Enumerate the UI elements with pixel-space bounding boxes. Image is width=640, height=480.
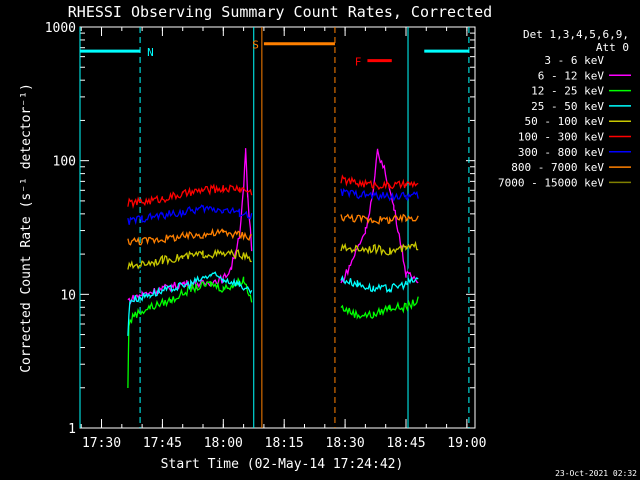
- flag-label-f: F: [355, 56, 362, 69]
- series-line-800-7000-kev: [340, 213, 419, 225]
- chart-title: RHESSI Observing Summary Count Rates, Co…: [68, 3, 492, 21]
- plot-border: [79, 26, 476, 429]
- series-line-300-800-kev: [340, 187, 419, 202]
- series-line-25-50-kev: [340, 274, 419, 294]
- flag-label-s: S: [252, 39, 259, 52]
- flag-bars: N S F: [80, 39, 469, 69]
- series-line-6-12-kev: [127, 148, 253, 305]
- legend-entry-label: 3 - 6 keV: [544, 54, 604, 67]
- y-axis-label: Corrected Count Rate (s⁻¹ detector⁻¹): [19, 83, 34, 373]
- plot-frame: [79, 26, 476, 429]
- series-line-300-800-kev: [127, 204, 253, 226]
- x-tick-label: 18:15: [265, 436, 304, 451]
- vertical-markers: [79, 27, 470, 428]
- x-axis-label: Start Time (02-May-14 17:24:42): [161, 457, 404, 472]
- legend-entry-label: 100 - 300 keV: [518, 131, 604, 144]
- legend-header-line: Det 1,3,4,5,6,9,: [523, 28, 629, 41]
- series-line-6-12-kev: [340, 148, 419, 284]
- x-axis: 17:30 17:45 18:00 18:15 18:30 18:45 19:00: [80, 27, 486, 451]
- footer-date: 23-Oct-2021 02:32: [555, 469, 637, 478]
- legend-entry-label: 25 - 50 keV: [531, 100, 604, 113]
- series-line-50-100-kev: [127, 248, 252, 270]
- y-tick-label: 10: [60, 288, 76, 303]
- legend-entry-label: 300 - 800 keV: [518, 146, 604, 159]
- series-line-12-25-kev: [340, 296, 419, 320]
- x-tick-label: 18:45: [386, 436, 425, 451]
- legend-entry-label: 6 - 12 keV: [538, 69, 605, 82]
- series-line-25-50-kev: [127, 271, 253, 336]
- legend: Det 1,3,4,5,6,9,Att 03 - 6 keV 6 - 12 keV…: [498, 28, 631, 189]
- y-tick-label: 1: [68, 422, 76, 437]
- legend-entry-label: 800 - 7000 keV: [511, 161, 604, 174]
- y-tick-label: 100: [53, 155, 76, 170]
- legend-entry-label: 7000 - 15000 keV: [498, 176, 604, 189]
- x-tick-label: 19:00: [447, 436, 486, 451]
- x-tick-label: 17:45: [143, 436, 182, 451]
- series-line-50-100-kev: [340, 240, 419, 257]
- legend-entry-label: 12 - 25 keV: [531, 85, 604, 98]
- series-line-3-6-kev: [127, 207, 253, 306]
- series-line-100-300-kev: [127, 183, 253, 209]
- series-line-800-7000-kev: [127, 227, 252, 246]
- y-axis: 1 10 100 1000: [45, 21, 475, 437]
- legend-entry-label: 50 - 100 keV: [525, 115, 605, 128]
- x-tick-label: 18:30: [326, 436, 365, 451]
- series-line-100-300-kev: [340, 174, 419, 191]
- x-tick-label: 18:00: [204, 436, 243, 451]
- series-lines: [127, 148, 419, 389]
- legend-header-line: Att 0: [596, 41, 629, 54]
- flag-label-n: N: [147, 46, 154, 59]
- y-tick-label: 1000: [45, 21, 76, 36]
- x-tick-label: 17:30: [82, 436, 121, 451]
